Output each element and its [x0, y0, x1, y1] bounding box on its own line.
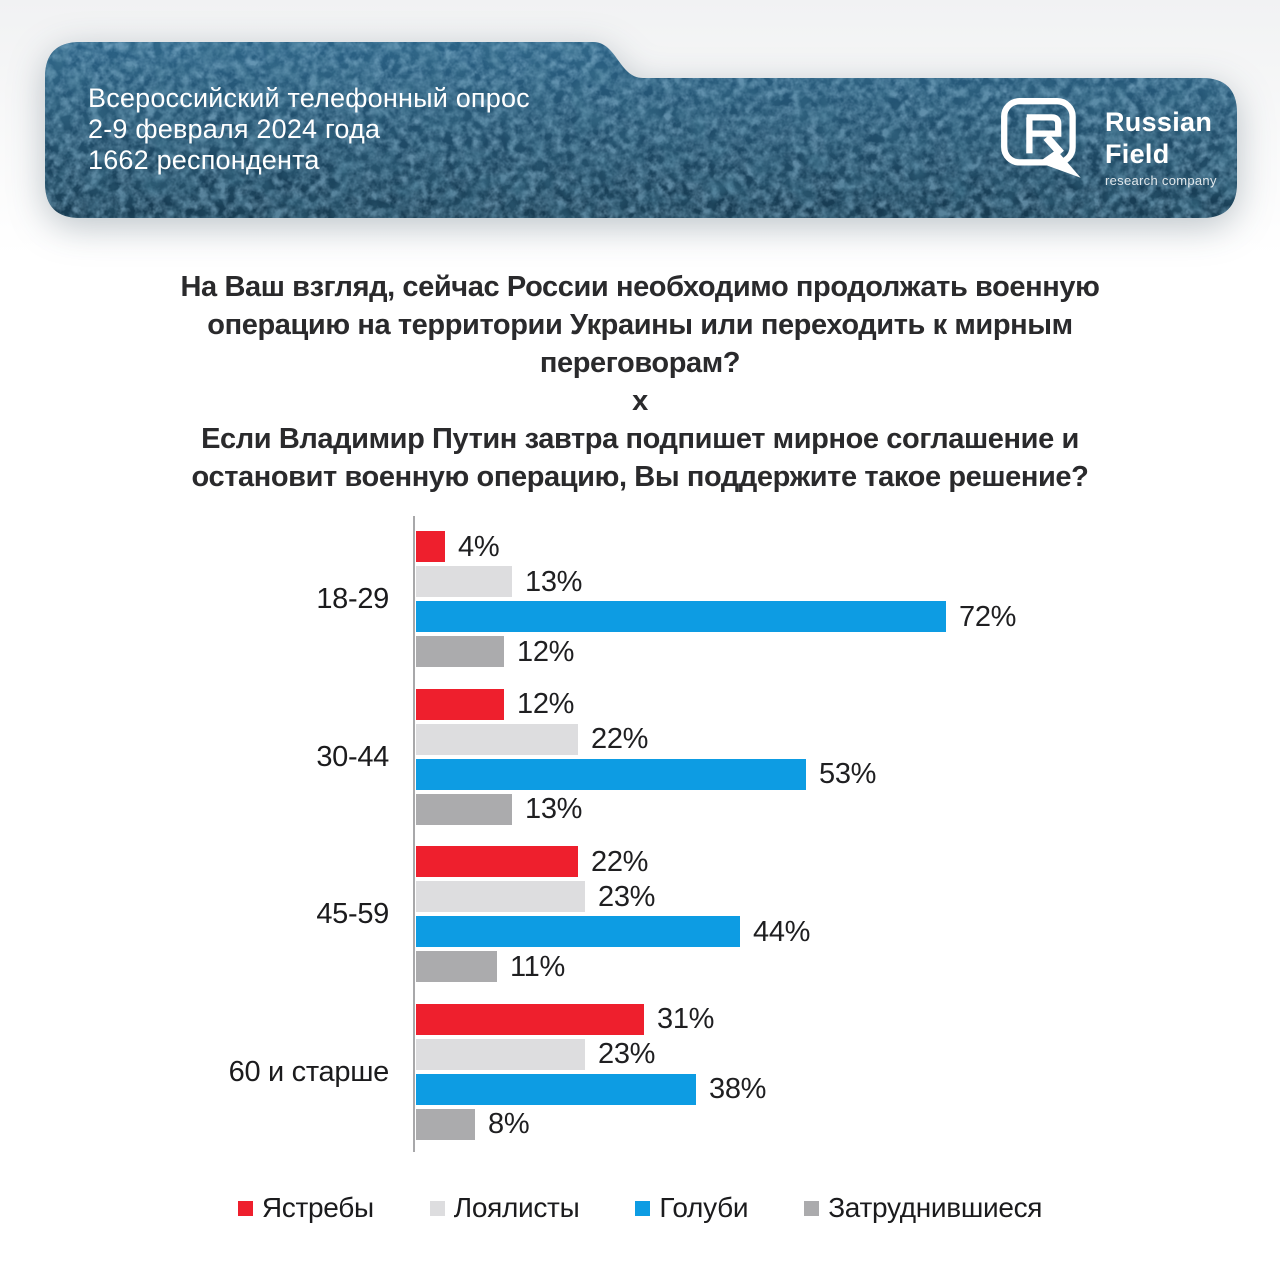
bar-hawks-60-plus [416, 1004, 644, 1035]
question1-line2: операцию на территории Украины или перех… [207, 309, 1073, 341]
bar-hawks-18-29 [416, 531, 445, 562]
value-label-hawks-60-plus: 31% [657, 1003, 715, 1035]
header-banner: Всероссийский телефонный опрос 2-9 февра… [45, 42, 1237, 218]
legend-swatch-loyalists [429, 1200, 445, 1216]
bar-loyalists-30-44 [416, 724, 578, 755]
value-label-loyalists-60-plus: 23% [598, 1038, 656, 1070]
logo-text: Russian Field research company [1105, 106, 1217, 188]
banner-background [45, 42, 1237, 218]
bar-undecided-30-44 [416, 794, 512, 825]
survey-info: Всероссийский телефонный опрос 2-9 февра… [88, 83, 530, 176]
value-label-doves-30-44: 53% [819, 758, 877, 790]
legend-item-hawks: Ястребы [237, 1192, 374, 1224]
legend-item-undecided: Затруднившиеся [804, 1192, 1042, 1224]
question-separator: х [632, 385, 648, 417]
category-label-18-29: 18-29 [316, 583, 389, 615]
logo-name-line1: Russian [1105, 107, 1213, 137]
category-label-60-plus: 60 и старше [228, 1055, 390, 1088]
value-label-doves-45-59: 44% [753, 916, 811, 948]
bar-hawks-45-59 [416, 846, 578, 877]
value-label-undecided-45-59: 11% [510, 951, 565, 983]
survey-title: Всероссийский телефонный опрос [88, 83, 530, 113]
legend-item-doves: Голуби [635, 1192, 748, 1224]
value-label-loyalists-45-59: 23% [598, 881, 656, 913]
question2-line2: остановит военную операцию, Вы поддержит… [191, 461, 1089, 493]
bar-loyalists-45-59 [416, 881, 585, 912]
russian-field-logo: Russian Field research company [997, 94, 1217, 188]
question1-line3: переговорам? [539, 347, 741, 379]
bar-doves-30-44 [416, 759, 806, 790]
legend-swatch-doves [635, 1200, 651, 1216]
bar-undecided-60-plus [416, 1109, 475, 1140]
value-label-undecided-18-29: 12% [517, 636, 575, 668]
bar-doves-45-59 [416, 916, 740, 947]
question2-line1: Если Владимир Путин завтра подпишет мирн… [201, 423, 1079, 455]
value-label-loyalists-18-29: 13% [525, 566, 583, 598]
bar-loyalists-60-plus [416, 1039, 585, 1070]
value-label-doves-60-plus: 38% [709, 1073, 767, 1105]
value-label-undecided-30-44: 13% [525, 793, 583, 825]
category-label-45-59: 45-59 [316, 898, 389, 930]
bar-doves-60-plus [416, 1074, 696, 1105]
legend-swatch-undecided [804, 1200, 820, 1216]
logo-tagline: research company [1105, 173, 1217, 188]
value-label-hawks-45-59: 22% [591, 846, 649, 878]
survey-respondents: 1662 респондента [88, 145, 320, 175]
value-label-undecided-60-plus: 8% [488, 1108, 530, 1140]
bar-hawks-30-44 [416, 689, 504, 720]
legend-label-undecided: Затруднившиеся [828, 1192, 1043, 1223]
legend-label-loyalists: Лоялисты [453, 1192, 580, 1223]
value-label-hawks-18-29: 4% [458, 531, 500, 563]
bar-undecided-18-29 [416, 636, 504, 667]
category-label-30-44: 30-44 [316, 740, 389, 773]
value-label-loyalists-30-44: 22% [591, 723, 649, 755]
legend-label-hawks: Ястребы [261, 1192, 374, 1223]
y-axis-line [413, 516, 415, 1152]
legend-item-loyalists: Лоялисты [429, 1192, 580, 1224]
logo-name-line2: Field [1105, 139, 1170, 169]
bar-undecided-45-59 [416, 951, 497, 982]
question1-line1: На Ваш взгляд, сейчас России необходимо … [180, 271, 1100, 303]
chart-title-question: На Ваш взгляд, сейчас России необходимо … [0, 268, 1280, 496]
bar-doves-18-29 [416, 601, 946, 632]
legend-label-doves: Голуби [659, 1192, 749, 1223]
value-label-doves-18-29: 72% [959, 601, 1017, 633]
chart-legend: Ястребы Лоялисты Голуби Затруднившиеся [0, 1192, 1280, 1224]
bar-loyalists-18-29 [416, 566, 512, 597]
value-label-hawks-30-44: 12% [517, 688, 575, 720]
survey-dates: 2-9 февраля 2024 года [88, 114, 381, 144]
russian-field-logo-icon [1001, 98, 1081, 178]
legend-swatch-hawks [237, 1200, 253, 1216]
